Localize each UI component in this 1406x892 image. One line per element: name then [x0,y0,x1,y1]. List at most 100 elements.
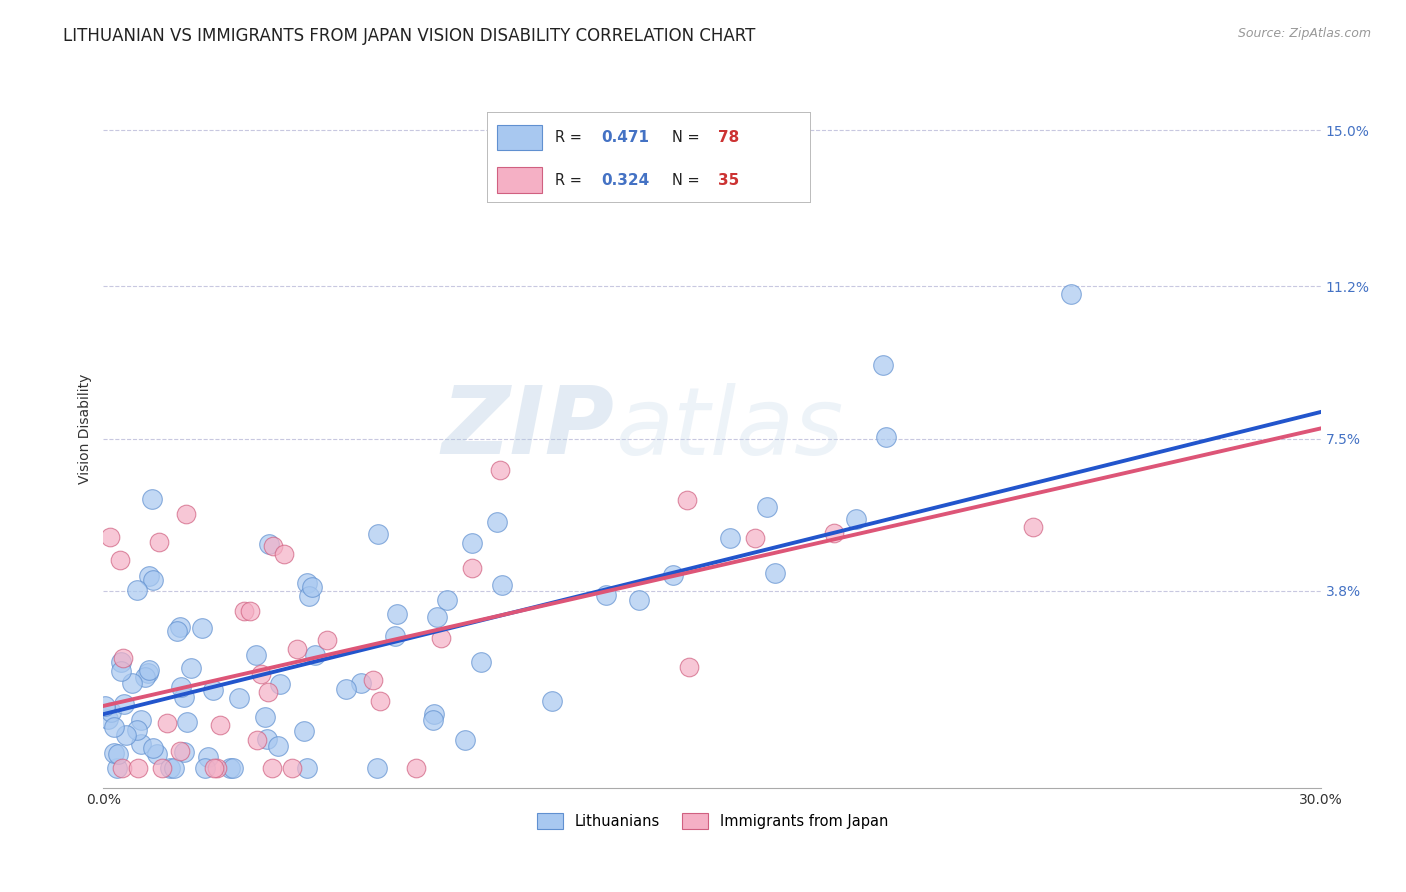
Point [676,492,699,507]
Point [145,747,167,761]
Point [169,681,191,695]
Point [110,761,132,775]
Point [285,642,308,657]
Point [180,660,202,674]
Point [105,761,128,775]
Text: ZIP: ZIP [441,383,614,475]
Point [1060,286,1083,301]
Point [405,761,427,775]
Point [173,745,195,759]
Point [194,761,217,775]
Point [141,492,163,507]
Point [176,714,198,729]
Point [202,682,225,697]
Point [304,648,326,662]
Point [173,690,195,704]
Point [110,655,132,669]
Point [205,761,228,775]
Point [361,673,384,688]
Point [150,761,173,775]
Point [301,580,323,594]
Point [350,675,373,690]
Point [875,430,897,444]
Y-axis label: Vision Disability: Vision Disability [79,373,93,483]
Text: atlas: atlas [614,383,844,474]
Point [159,761,181,775]
Point [239,604,262,618]
Point [470,655,492,669]
Point [256,732,278,747]
Point [280,761,302,775]
Point [262,761,284,775]
Point [489,463,512,477]
Point [111,651,134,665]
Point [486,516,509,530]
Point [269,676,291,690]
Point [127,761,149,775]
Point [232,604,254,618]
Point [595,589,617,603]
Point [107,747,129,761]
Point [718,531,741,545]
Point [103,746,125,760]
Point [661,568,683,582]
Text: LITHUANIAN VS IMMIGRANTS FROM JAPAN VISION DISABILITY CORRELATION CHART: LITHUANIAN VS IMMIGRANTS FROM JAPAN VISI… [63,27,755,45]
Point [169,620,191,634]
Point [387,607,409,621]
Point [1022,520,1045,534]
Point [125,723,148,738]
Point [384,629,406,643]
Point [121,675,143,690]
Point [262,539,284,553]
Point [228,691,250,706]
Point [367,527,389,541]
Point [845,512,868,526]
Point [103,720,125,734]
Point [245,648,267,662]
Point [108,553,131,567]
Point [93,698,115,713]
Point [422,713,444,727]
Point [138,569,160,583]
Point [134,670,156,684]
Point [246,733,269,747]
Point [129,713,152,727]
Point [763,566,786,580]
Point [100,705,122,719]
Legend: Lithuanians, Immigrants from Japan: Lithuanians, Immigrants from Japan [530,807,894,835]
Point [315,632,337,647]
Point [250,666,273,681]
Point [115,728,138,742]
Point [678,660,700,674]
Text: Source: ZipAtlas.com: Source: ZipAtlas.com [1237,27,1371,40]
Point [156,715,179,730]
Point [138,663,160,677]
Point [335,681,357,696]
Point [368,693,391,707]
Point [292,723,315,738]
Point [110,664,132,678]
Point [174,508,197,522]
Point [97,712,120,726]
Point [425,610,447,624]
Point [129,737,152,751]
Point [744,531,766,545]
Point [273,547,295,561]
Point [142,741,165,756]
Point [197,750,219,764]
Point [461,560,484,574]
Point [295,576,318,591]
Point [541,694,564,708]
Point [169,744,191,758]
Point [436,592,458,607]
Point [295,761,318,775]
Point [163,761,186,775]
Point [259,537,281,551]
Point [166,624,188,638]
Point [823,526,845,541]
Point [454,732,477,747]
Point [127,583,149,598]
Point [256,684,278,698]
Point [461,536,484,550]
Point [142,574,165,588]
